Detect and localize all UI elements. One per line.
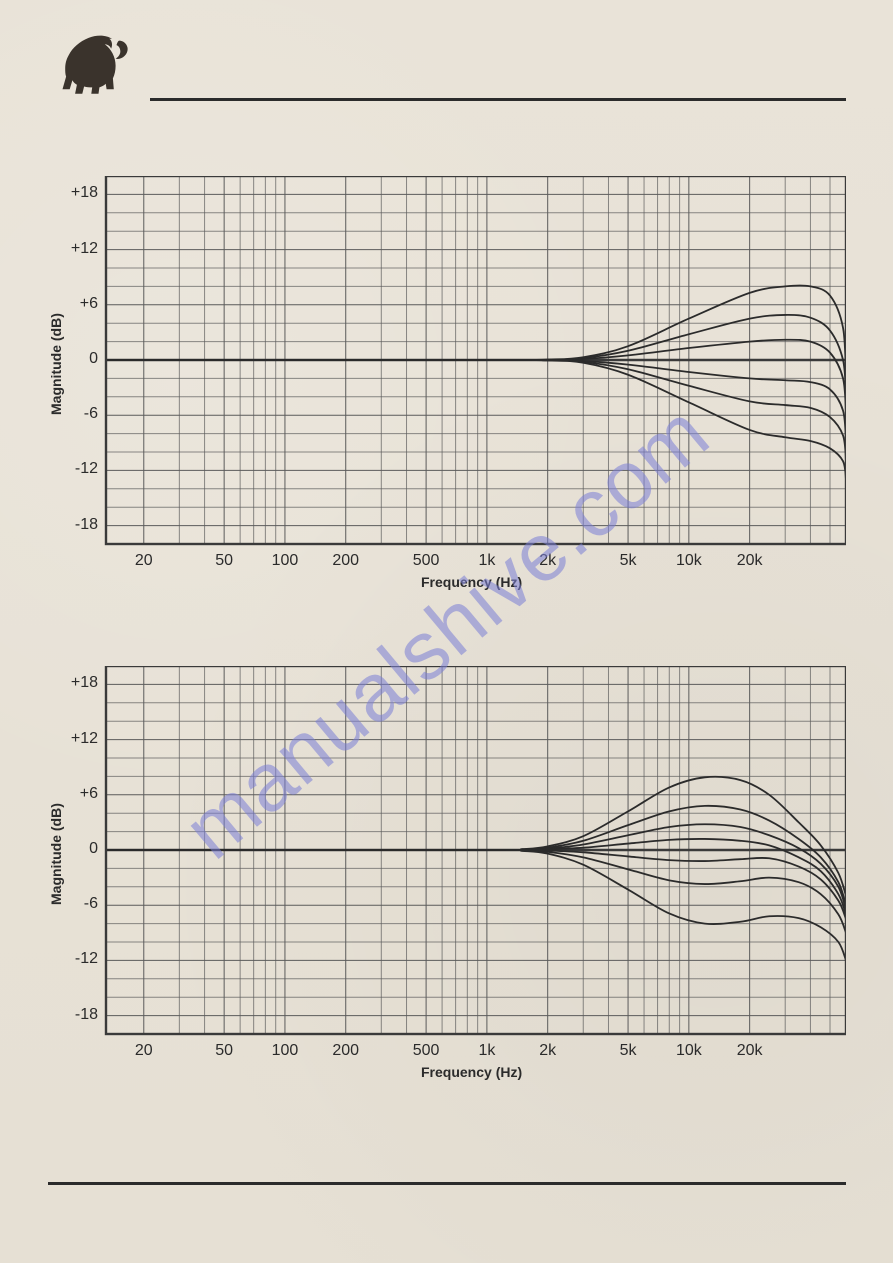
y-tick-label: +12 xyxy=(50,730,98,748)
x-tick-label: 5k xyxy=(608,1042,648,1060)
x-tick-label: 100 xyxy=(265,552,305,570)
x-tick-label: 200 xyxy=(326,1042,366,1060)
x-tick-label: 5k xyxy=(608,552,648,570)
x-tick-label: 100 xyxy=(265,1042,305,1060)
x-tick-label: 20k xyxy=(730,1042,770,1060)
y-tick-label: 0 xyxy=(50,840,98,858)
y-tick-label: -18 xyxy=(50,1006,98,1024)
x-tick-label: 500 xyxy=(406,1042,446,1060)
chart-1-xlabel: Frequency (Hz) xyxy=(421,574,522,590)
x-tick-label: 20 xyxy=(124,552,164,570)
x-tick-label: 1k xyxy=(467,1042,507,1060)
y-tick-label: +18 xyxy=(50,184,98,202)
x-tick-label: 50 xyxy=(204,1042,244,1060)
y-tick-label: -6 xyxy=(50,895,98,913)
y-tick-label: +12 xyxy=(50,240,98,258)
y-tick-label: -18 xyxy=(50,516,98,534)
x-tick-label: 20k xyxy=(730,552,770,570)
mammoth-icon xyxy=(48,28,140,100)
x-tick-label: 2k xyxy=(528,552,568,570)
header-rule xyxy=(150,98,846,101)
chart-2-xlabel: Frequency (Hz) xyxy=(421,1064,522,1080)
y-tick-label: +18 xyxy=(50,674,98,692)
y-tick-label: +6 xyxy=(50,785,98,803)
chart-2: Magnitude (dB) Frequency (Hz) -18-12-60+… xyxy=(48,666,846,1094)
y-tick-label: -12 xyxy=(50,460,98,478)
y-tick-label: 0 xyxy=(50,350,98,368)
x-tick-label: 10k xyxy=(669,552,709,570)
chart-1: Magnitude (dB) Frequency (Hz) -18-12-60+… xyxy=(48,176,846,604)
footer-rule xyxy=(48,1182,846,1185)
x-tick-label: 2k xyxy=(528,1042,568,1060)
chart-1-svg xyxy=(48,176,846,604)
x-tick-label: 20 xyxy=(124,1042,164,1060)
x-tick-label: 1k xyxy=(467,552,507,570)
y-tick-label: -12 xyxy=(50,950,98,968)
chart-2-svg xyxy=(48,666,846,1094)
y-tick-label: -6 xyxy=(50,405,98,423)
x-tick-label: 200 xyxy=(326,552,366,570)
x-tick-label: 50 xyxy=(204,552,244,570)
x-tick-label: 10k xyxy=(669,1042,709,1060)
y-tick-label: +6 xyxy=(50,295,98,313)
page: Magnitude (dB) Frequency (Hz) -18-12-60+… xyxy=(0,0,893,1263)
x-tick-label: 500 xyxy=(406,552,446,570)
